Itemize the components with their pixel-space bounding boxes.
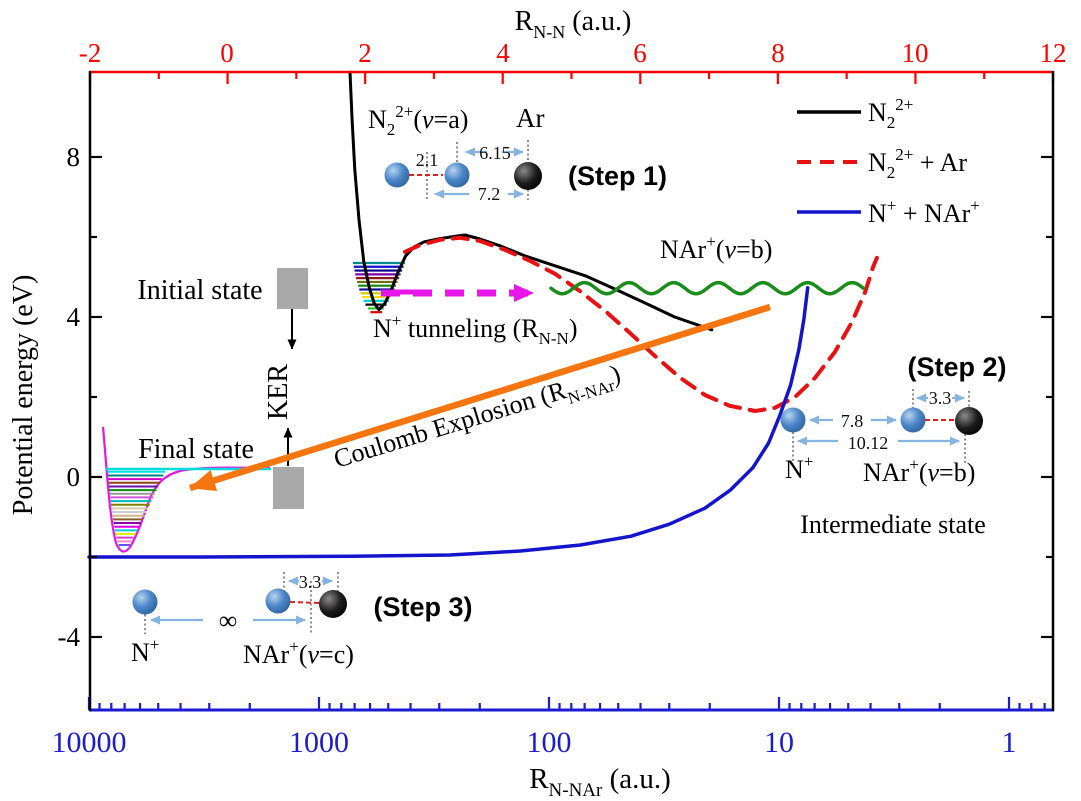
annotations: N22+ N22+ + Ar N+ + NAr+ RN-N (a.u.) RN-… xyxy=(8,6,1067,801)
curve-nar-v-b-vibration xyxy=(549,280,866,296)
n-ar-bond xyxy=(289,601,321,604)
step2-molecule: 3.3 7.8 10.12 N+ NAr+(v=b) xyxy=(780,388,983,487)
nar-vb-top-label: NAr+(v=b) xyxy=(660,232,772,264)
ar-atom xyxy=(319,590,347,618)
legend: N22+ N22+ + Ar N+ + NAr+ xyxy=(797,95,980,228)
final-state-label: Final state xyxy=(138,434,254,465)
bottom-tick-1000: 1000 xyxy=(289,726,349,759)
n-atom xyxy=(265,588,291,614)
top-tick-8: 8 xyxy=(771,38,785,68)
legend-label-n2: N22+ xyxy=(868,95,913,132)
step2-label: (Step 2) xyxy=(907,352,1006,382)
dim-2-1: 2.1 xyxy=(416,150,439,170)
legend-label-n-nar: N+ + NAr+ xyxy=(868,196,980,228)
dim-7-8: 7.8 xyxy=(841,411,864,431)
n-atom xyxy=(900,407,926,433)
nar-vb-label: NAr+(v=b) xyxy=(863,455,975,487)
bottom-tick-10: 10 xyxy=(764,726,794,759)
n-atom xyxy=(444,162,470,188)
left-tick-4: 4 xyxy=(67,302,81,332)
initial-state-marker-box xyxy=(277,268,308,309)
bottom-tick-1: 1 xyxy=(1002,726,1017,759)
chart-dynamic-layer xyxy=(87,70,1055,710)
n2-v-a-label: N22+(v=a) xyxy=(368,102,468,139)
top-tick--2: -2 xyxy=(79,38,102,68)
ar-atom xyxy=(514,162,542,190)
legend-label-n2-ar: N22+ + Ar xyxy=(868,145,967,182)
plot-frame xyxy=(88,70,1055,712)
coulomb-explosion-label: Coulomb Explosion (RN-NAr) xyxy=(330,359,625,479)
n-plus-label: N+ xyxy=(131,635,159,667)
top-tick-12: 12 xyxy=(1040,38,1067,68)
n-atom xyxy=(384,162,410,188)
top-tick-4: 4 xyxy=(496,38,510,68)
ker-label: KER xyxy=(263,364,294,420)
ar-atom xyxy=(955,407,983,435)
dim-infinity: ∞ xyxy=(219,606,238,635)
intermediate-state-label: Intermediate state xyxy=(800,510,986,539)
bottom-axis-title: RN-NAr (a.u.) xyxy=(529,763,671,801)
final-state-marker-box xyxy=(273,467,304,509)
step1-label: (Step 1) xyxy=(568,161,667,191)
n-atom xyxy=(780,407,806,433)
n-atom xyxy=(132,589,158,615)
initial-state-label: Initial state xyxy=(137,275,262,306)
step1-molecule: 2.1 6.15 7.2 xyxy=(384,140,542,204)
top-tick-0: 0 xyxy=(220,38,234,68)
top-tick-6: 6 xyxy=(633,38,647,68)
curve-n2-2-ar xyxy=(403,235,879,413)
step3-label: (Step 3) xyxy=(373,592,472,622)
y-axis-title: Potential energy (eV) xyxy=(8,275,39,516)
dim-3-3b: 3.3 xyxy=(299,572,322,592)
dim-7-2: 7.2 xyxy=(478,184,501,204)
top-tick-2: 2 xyxy=(358,38,372,68)
step3-molecule: 3.3 ∞ N+ NAr+(v=c) xyxy=(131,572,354,669)
left-tick-0: 0 xyxy=(67,462,81,492)
n-plus-label: N+ xyxy=(785,452,813,484)
ar-label: Ar xyxy=(516,103,545,133)
dim-3-3: 3.3 xyxy=(929,388,952,408)
coulomb-explosion-arrow xyxy=(189,303,771,492)
bottom-tick-100: 100 xyxy=(527,726,572,759)
nar-vc-label: NAr+(v=c) xyxy=(243,637,354,669)
top-tick-10: 10 xyxy=(902,38,929,68)
top-axis-title: RN-N (a.u.) xyxy=(515,6,632,42)
left-tick-8: 8 xyxy=(67,142,81,172)
bottom-tick-10000: 10000 xyxy=(52,726,127,759)
dim-10-12: 10.12 xyxy=(848,433,889,453)
tunneling-label: N+ tunneling (RN-N) xyxy=(373,311,577,348)
left-tick--4: -4 xyxy=(58,622,81,652)
dim-6-15: 6.15 xyxy=(479,143,511,163)
curve-n-nar- xyxy=(87,286,810,559)
